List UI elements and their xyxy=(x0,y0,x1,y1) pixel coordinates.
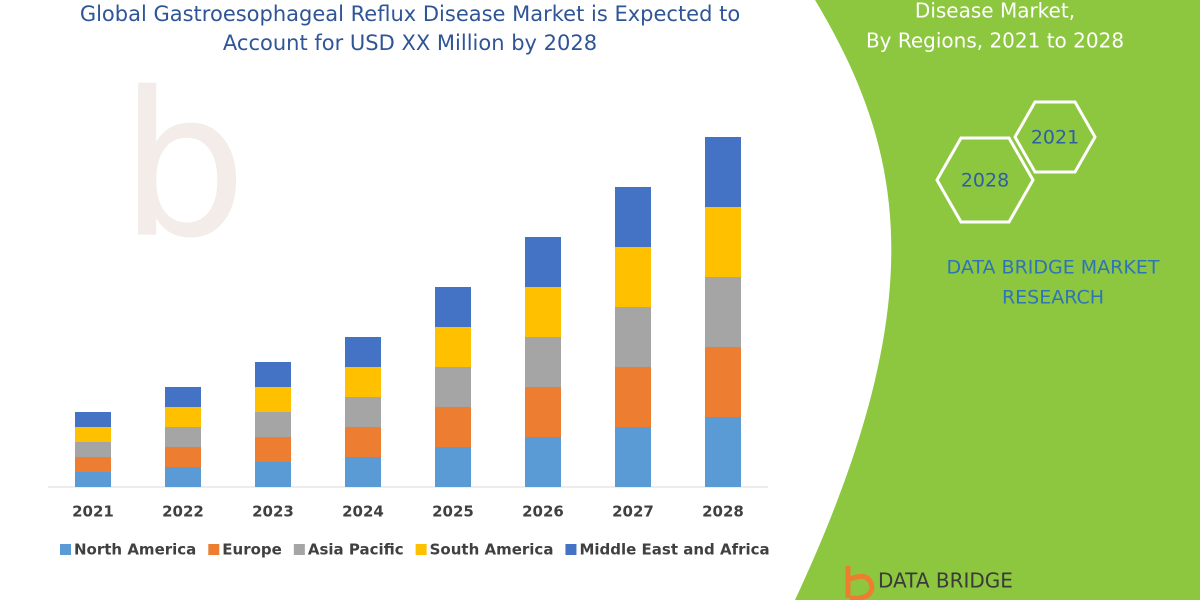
bar-segment xyxy=(75,427,111,442)
bar-segment xyxy=(255,387,291,412)
legend-label: Asia Pacific xyxy=(308,541,404,559)
bar-segment xyxy=(705,277,741,347)
bar-segment xyxy=(435,287,471,327)
x-tick-label: 2022 xyxy=(162,503,204,521)
bar-segment xyxy=(165,427,201,447)
bar-segment xyxy=(75,442,111,457)
badge: 2021 xyxy=(1031,127,1079,149)
panel-heading: Disease Market, xyxy=(915,0,1075,23)
legend-swatch xyxy=(415,544,427,555)
bar-segment xyxy=(75,457,111,472)
bar-segment xyxy=(435,367,471,407)
brand: RESEARCH xyxy=(1002,287,1104,309)
bar-segment xyxy=(525,337,561,387)
bar-segment xyxy=(165,467,201,487)
bar-segment xyxy=(615,307,651,367)
bar-segment xyxy=(615,367,651,427)
panel-heading: By Regions, 2021 to 2028 xyxy=(866,29,1124,53)
bar-segment xyxy=(525,237,561,287)
bar-segment xyxy=(705,347,741,417)
bar-segment xyxy=(435,407,471,447)
bar-segment xyxy=(165,387,201,407)
x-tick-label: 2025 xyxy=(432,503,474,521)
bar-segment xyxy=(255,437,291,462)
x-tick-label: 2026 xyxy=(522,503,564,521)
bar-segment xyxy=(615,427,651,487)
bar-segment xyxy=(435,447,471,487)
bar-segment xyxy=(345,397,381,427)
badge: 2028 xyxy=(961,170,1009,192)
x-tick-label: 2027 xyxy=(612,503,654,521)
bar-segment xyxy=(255,462,291,487)
watermark: b xyxy=(120,50,247,283)
bar-segment xyxy=(705,137,741,207)
legend-label: South America xyxy=(430,541,554,559)
x-tick-label: 2024 xyxy=(342,503,384,521)
bar-segment xyxy=(75,412,111,427)
legend-label: Middle East and Africa xyxy=(579,541,769,559)
x-tick-label: 2021 xyxy=(72,503,114,521)
hexagon xyxy=(1013,100,1097,174)
bar-segment xyxy=(165,447,201,467)
bar-segment xyxy=(345,427,381,457)
bar-segment xyxy=(345,337,381,367)
hexagon xyxy=(935,136,1035,224)
bar-segment xyxy=(705,417,741,487)
bar-segment xyxy=(345,457,381,487)
bar-segment xyxy=(615,247,651,307)
legend-swatch xyxy=(60,544,71,555)
bar-segment xyxy=(525,437,561,487)
legend-swatch xyxy=(208,544,220,555)
bar-segment xyxy=(615,187,651,247)
legend-label: North America xyxy=(74,541,196,559)
bar-segment xyxy=(75,472,111,487)
bar-segment xyxy=(345,367,381,397)
bar-segment xyxy=(705,207,741,277)
side-panel xyxy=(795,0,1200,600)
brand: DATA BRIDGE MARKET xyxy=(947,257,1160,279)
x-tick-label: 2028 xyxy=(702,503,744,521)
chart-title: Global Gastroesophageal Reflux Disease M… xyxy=(79,2,741,55)
x-tick-label: 2023 xyxy=(252,503,294,521)
bar-segment xyxy=(255,362,291,387)
bar-segment xyxy=(525,387,561,437)
bar-segment xyxy=(255,412,291,437)
legend-swatch xyxy=(293,544,305,555)
legend-swatch xyxy=(565,544,577,555)
legend-label: Europe xyxy=(222,541,282,559)
bar-segment xyxy=(165,407,201,427)
logo-icon xyxy=(845,566,875,600)
bar-segment xyxy=(435,327,471,367)
bar-segment xyxy=(525,287,561,337)
logo: DATA BRIDGE xyxy=(878,569,1013,593)
